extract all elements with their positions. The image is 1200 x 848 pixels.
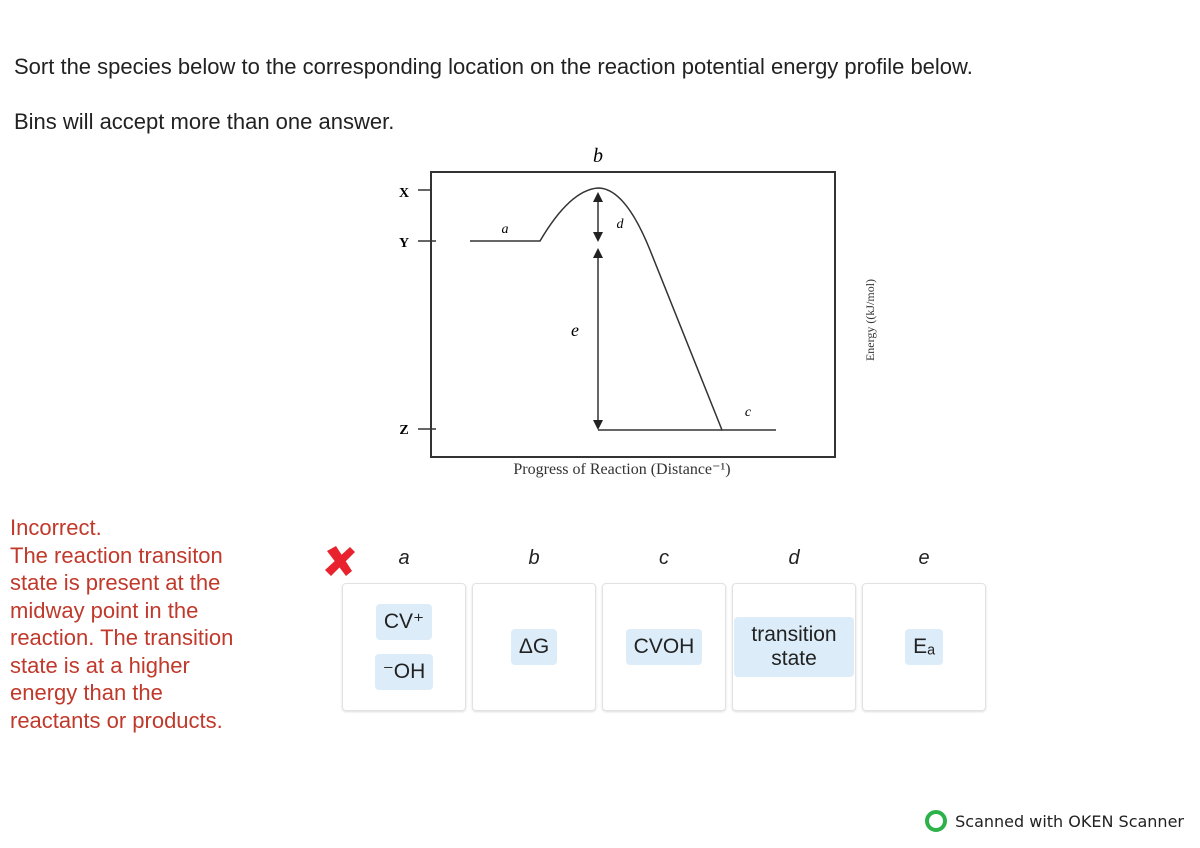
feedback-line: The reaction transiton <box>10 542 223 568</box>
bin[interactable]: transition state <box>732 583 856 711</box>
feedback-status: Incorrect. <box>10 515 102 540</box>
feedback-line: state is present at the <box>10 570 221 595</box>
curve-label: c <box>745 405 752 420</box>
instruction: Sort the species below to the correspond… <box>14 54 973 79</box>
bin[interactable]: Eₐ <box>862 583 986 711</box>
answer-chip[interactable]: CV⁺ <box>375 604 433 640</box>
watermark-text: Scanned with OKEN Scanner <box>955 811 1184 831</box>
bin-label: d <box>788 547 800 569</box>
feedback-line: energy than the <box>10 680 163 705</box>
level-label: Z <box>399 423 408 438</box>
answer-chip[interactable]: ΔG <box>510 629 558 665</box>
level-label: X <box>399 186 409 201</box>
energy-diagram: b X Y Z a d e c Progress of Reaction (Di… <box>399 145 877 478</box>
bin-label: a <box>398 547 410 569</box>
bin[interactable]: ΔG <box>472 583 596 711</box>
answer-chip[interactable]: CVOH <box>625 629 703 665</box>
bin-label: c <box>659 547 669 569</box>
watermark-icon <box>925 810 948 832</box>
curve-label: e <box>571 320 579 340</box>
feedback: Incorrect. The reaction transiton state i… <box>10 514 233 734</box>
curve-label: d <box>617 217 625 232</box>
answer-chip[interactable]: ⁻OH <box>374 654 434 690</box>
feedback-line: reactants or products. <box>10 707 223 733</box>
y-axis-label: Energy ((kJ/mol) <box>863 279 877 361</box>
diagram-label: b <box>593 145 603 167</box>
feedback-line: midway point in the <box>10 597 199 623</box>
diagram-lines <box>418 185 776 431</box>
bin[interactable]: CVOH <box>602 583 726 711</box>
feedback-line: reaction. The transition <box>10 625 234 650</box>
feedback-message: The reaction transiton state is present a… <box>10 542 233 735</box>
bin-label: e <box>918 547 930 569</box>
bin[interactable]: CV⁺ ⁻OH <box>342 583 466 711</box>
bin-label: b <box>528 547 540 569</box>
feedback-line: state is at a higher <box>10 652 190 678</box>
level-label: Y <box>399 236 409 251</box>
watermark: Scanned with OKEN Scanner <box>925 810 1184 832</box>
diagram-frame <box>430 171 836 458</box>
incorrect-icon <box>325 546 355 576</box>
answer-chip[interactable]: transition state <box>734 617 854 677</box>
curve-label: a <box>502 222 509 237</box>
arrowheads <box>593 192 603 430</box>
answer-chip[interactable]: Eₐ <box>905 629 943 665</box>
x-axis-label: Progress of Reaction (Distance⁻¹) <box>513 461 730 478</box>
instruction: Bins will accept more than one answer. <box>14 109 395 134</box>
